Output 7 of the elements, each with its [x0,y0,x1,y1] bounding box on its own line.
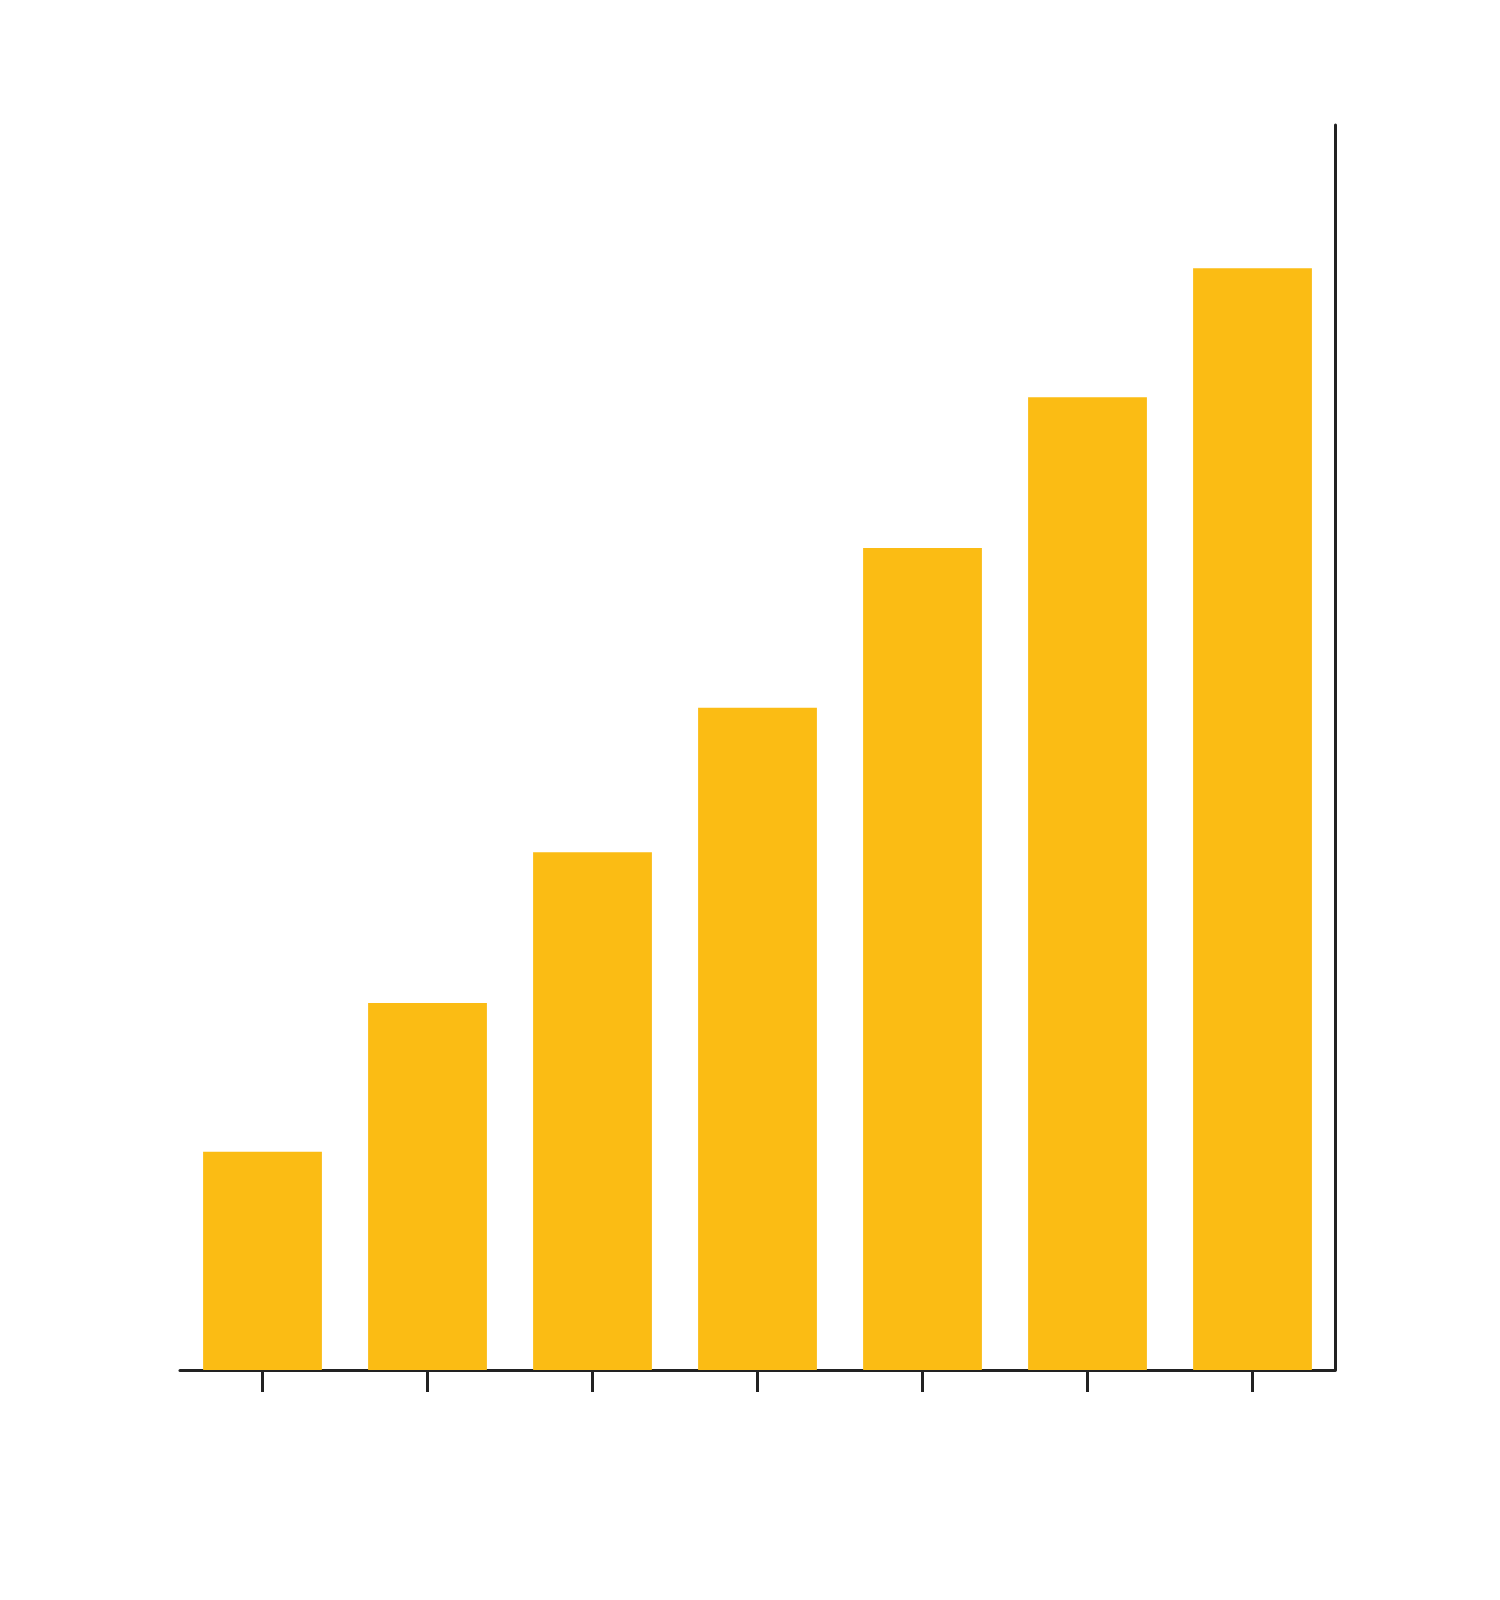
bar [368,1003,487,1370]
bar [1193,268,1312,1370]
bar [698,707,817,1370]
bar [863,548,982,1370]
bar [203,1151,322,1370]
bar [1028,397,1147,1370]
bar [533,852,652,1370]
